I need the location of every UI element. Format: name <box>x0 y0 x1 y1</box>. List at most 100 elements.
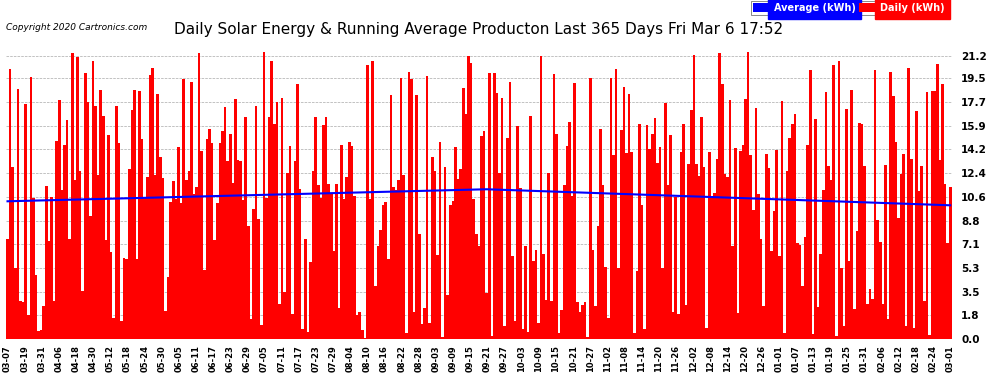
Bar <box>589 78 591 339</box>
Bar <box>9 69 12 339</box>
Bar <box>363 338 366 339</box>
Bar <box>706 328 708 339</box>
Bar <box>172 181 174 339</box>
Bar <box>644 329 645 339</box>
Bar <box>923 301 926 339</box>
Bar <box>431 157 434 339</box>
Bar <box>773 211 775 339</box>
Bar <box>853 309 855 339</box>
Bar <box>174 199 177 339</box>
Bar <box>151 68 153 339</box>
Bar <box>812 334 814 339</box>
Bar <box>283 292 286 339</box>
Bar <box>133 90 136 339</box>
Bar <box>656 162 659 339</box>
Bar <box>902 153 905 339</box>
Bar <box>488 73 490 339</box>
Bar <box>936 64 939 339</box>
Bar <box>245 117 248 339</box>
Bar <box>216 202 219 339</box>
Bar <box>403 175 405 339</box>
Legend: Average (kWh), Daily (kWh): Average (kWh), Daily (kWh) <box>750 1 946 15</box>
Bar <box>17 89 19 339</box>
Bar <box>943 184 946 339</box>
Bar <box>265 198 268 339</box>
Bar <box>374 286 376 339</box>
Bar <box>6 239 9 339</box>
Bar <box>459 169 462 339</box>
Bar <box>206 139 208 339</box>
Bar <box>141 140 144 339</box>
Bar <box>123 258 126 339</box>
Bar <box>807 146 809 339</box>
Bar <box>159 158 161 339</box>
Bar <box>729 100 732 339</box>
Bar <box>475 234 477 339</box>
Bar <box>434 171 437 339</box>
Bar <box>371 61 374 339</box>
Bar <box>180 203 182 339</box>
Bar <box>519 188 522 339</box>
Bar <box>897 218 900 339</box>
Bar <box>881 304 884 339</box>
Bar <box>908 68 910 339</box>
Bar <box>599 129 602 339</box>
Bar <box>892 96 895 339</box>
Bar <box>765 154 767 339</box>
Bar <box>437 255 439 339</box>
Bar <box>211 143 214 339</box>
Bar <box>547 172 550 339</box>
Bar <box>92 61 94 339</box>
Bar <box>708 152 711 339</box>
Bar <box>105 240 107 339</box>
Bar <box>71 53 73 339</box>
Bar <box>674 197 677 339</box>
Bar <box>312 171 315 339</box>
Bar <box>315 117 317 339</box>
Bar <box>418 234 421 339</box>
Bar <box>58 100 60 339</box>
Bar <box>524 246 527 339</box>
Bar <box>166 277 169 339</box>
Bar <box>480 136 483 339</box>
Bar <box>81 291 84 339</box>
Bar <box>871 299 874 339</box>
Bar <box>511 255 514 339</box>
Bar <box>317 185 320 339</box>
Bar <box>522 329 524 339</box>
Bar <box>185 180 187 339</box>
Bar <box>565 146 568 339</box>
Bar <box>876 220 879 339</box>
Bar <box>144 198 147 339</box>
Bar <box>214 240 216 339</box>
Bar <box>281 98 283 339</box>
Bar <box>470 63 472 339</box>
Bar <box>63 145 65 339</box>
Bar <box>467 56 470 339</box>
Bar <box>783 333 786 339</box>
Bar <box>895 142 897 339</box>
Bar <box>43 306 46 339</box>
Bar <box>126 259 128 339</box>
Bar <box>740 151 742 339</box>
Bar <box>429 324 431 339</box>
Bar <box>749 156 752 339</box>
Bar <box>234 99 237 339</box>
Bar <box>737 313 740 339</box>
Bar <box>12 166 14 339</box>
Bar <box>571 196 573 339</box>
Bar <box>86 102 89 339</box>
Bar <box>682 124 685 339</box>
Bar <box>493 73 496 339</box>
Bar <box>770 251 773 339</box>
Bar <box>286 173 288 339</box>
Bar <box>734 148 737 339</box>
Bar <box>333 251 336 339</box>
Bar <box>94 106 97 339</box>
Bar <box>343 199 346 339</box>
Bar <box>32 198 35 339</box>
Bar <box>757 194 760 339</box>
Bar <box>648 149 651 339</box>
Bar <box>780 101 783 339</box>
Bar <box>46 186 48 339</box>
